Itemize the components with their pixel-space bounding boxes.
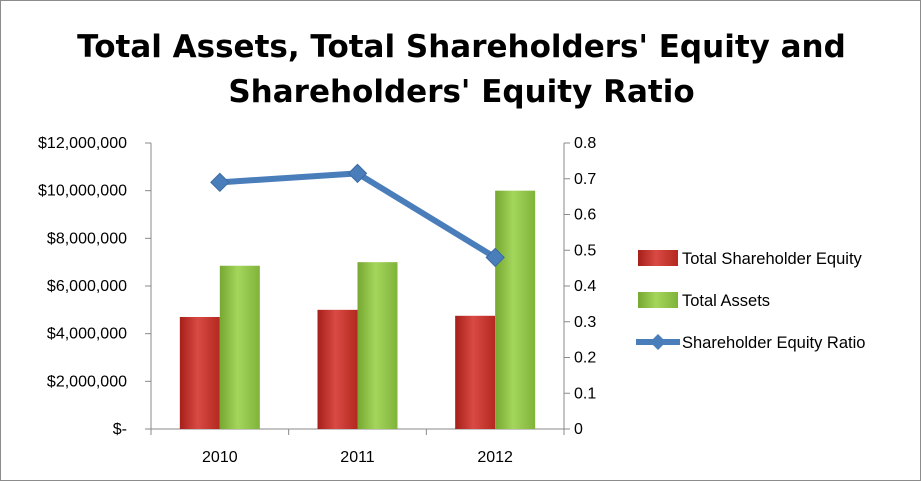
left-axis-tick-label: $6,000,000 [47,278,127,295]
line-point-marker [485,247,505,268]
right-axis-tick-label: 0.8 [574,135,596,152]
x-axis-category-label: 2010 [202,449,238,466]
right-axis-tick-label: 0.4 [574,278,596,295]
legend-label: Total Shareholder Equity [682,250,863,268]
x-axis-category-label: 2011 [340,449,375,466]
left-axis-tick-label: $4,000,000 [47,326,127,343]
right-axis-tick-label: 0.3 [574,314,596,331]
bar-total-shareholder-equity [317,309,358,429]
legend-swatch [638,250,678,266]
bar-total-shareholder-equity [455,315,496,429]
bar-total-shareholder-equity [179,316,220,429]
legend-label: Shareholder Equity Ratio [682,334,865,352]
left-axis-tick-label: $- [113,421,127,438]
bar-total-assets [495,190,536,429]
right-axis-tick-label: 0.6 [574,207,596,224]
right-axis-tick-label: 0.7 [574,171,596,188]
right-axis-tick-label: 0.5 [574,242,596,259]
chart-title-line-2: Shareholders' Equity Ratio [228,74,695,110]
bar-total-assets [219,265,260,429]
legend-swatch [638,292,678,308]
line-shareholder-equity-ratio [219,170,497,260]
left-axis-tick-label: $8,000,000 [47,230,127,247]
x-axis-category-label: 2012 [477,449,513,466]
left-axis-tick-label: $2,000,000 [47,373,127,390]
chart-title-line-1: Total Assets, Total Shareholders' Equity… [77,29,846,65]
bar-total-assets [357,262,398,429]
right-axis-tick-label: 0.2 [574,350,596,367]
line-point-marker [210,172,230,193]
right-axis-tick-label: 0 [574,421,583,438]
left-axis-tick-label: $12,000,000 [38,135,127,152]
line-point-marker [347,163,368,184]
chart-title: Total Assets, Total Shareholders' Equity… [1,25,921,115]
right-axis-tick-label: 0.1 [574,385,596,402]
legend-label: Total Assets [682,292,770,310]
legend-marker [650,334,666,350]
left-axis-tick-label: $10,000,000 [38,183,127,200]
